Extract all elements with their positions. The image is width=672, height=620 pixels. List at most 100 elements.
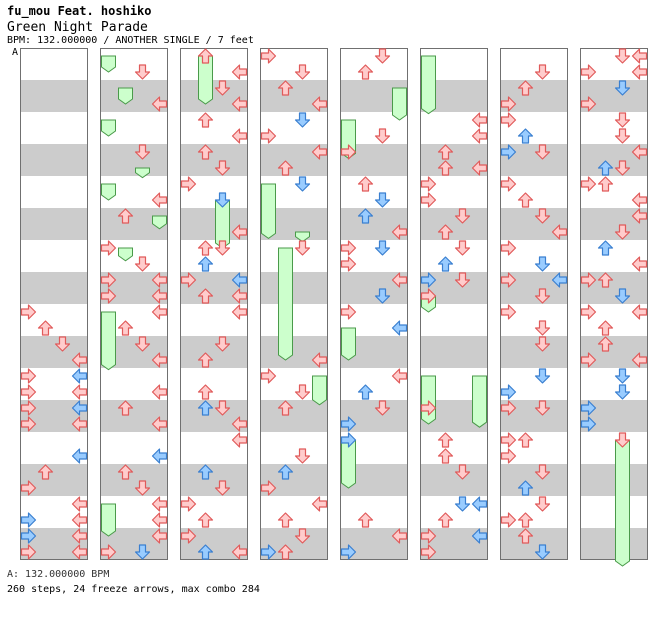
step-arrow-right [471,112,488,128]
step-arrow-left [340,304,357,320]
step-arrow-up [614,160,631,176]
step-arrow-down [357,176,374,192]
step-arrow-left [20,384,37,400]
step-arrow-right [231,288,248,304]
step-arrow-left [420,528,437,544]
beat-stripe [180,464,248,496]
footer-stats: 260 steps, 24 freeze arrows, max combo 2… [7,584,260,595]
step-arrow-up [134,64,151,80]
step-arrow-up [454,208,471,224]
step-arrow-down [437,512,454,528]
step-arrow-right [311,352,328,368]
beat-stripe [580,528,648,560]
step-arrow-left [100,272,117,288]
step-arrow-right [391,320,408,336]
step-arrow-up [214,240,231,256]
beat-stripe [100,144,168,176]
step-arrow-down [597,160,614,176]
step-arrow-up [534,544,551,560]
step-arrow-down [517,528,534,544]
step-arrow-right [231,224,248,240]
beat-stripe [20,272,88,304]
step-arrow-right [631,192,648,208]
step-arrow-left [500,512,517,528]
step-arrow-up [534,64,551,80]
step-arrow-up [454,272,471,288]
step-arrow-down [597,320,614,336]
step-arrow-down [597,336,614,352]
step-arrow-right [151,272,168,288]
step-arrow-up [534,368,551,384]
measure-frame [500,48,568,560]
step-arrow-up [534,336,551,352]
step-arrow-down [277,464,294,480]
freeze-arrow [101,503,116,537]
step-arrow-left [180,496,197,512]
step-arrow-right [551,272,568,288]
step-arrow-right [231,272,248,288]
freeze-arrow [152,215,167,230]
measure-column-1 [20,48,88,560]
step-arrow-right [71,528,88,544]
step-arrow-up [294,240,311,256]
step-arrow-left [420,288,437,304]
step-arrow-left [260,544,277,560]
step-arrow-down [357,512,374,528]
step-arrow-up [374,128,391,144]
step-arrow-right [391,224,408,240]
step-arrow-down [277,80,294,96]
step-arrow-right [71,448,88,464]
step-arrow-left [340,416,357,432]
step-arrow-up [294,112,311,128]
step-arrow-left [500,304,517,320]
step-arrow-right [631,208,648,224]
step-arrow-right [151,528,168,544]
step-arrow-down [197,288,214,304]
step-arrow-up [534,464,551,480]
step-arrow-up [294,64,311,80]
step-arrow-down [117,208,134,224]
step-arrow-down [437,256,454,272]
beat-stripe [20,144,88,176]
step-arrow-left [500,112,517,128]
step-arrow-left [580,64,597,80]
step-arrow-left [340,544,357,560]
step-arrow-down [437,448,454,464]
step-arrow-up [134,336,151,352]
freeze-arrow [101,183,116,201]
step-arrow-right [311,96,328,112]
beat-stripe [20,208,88,240]
step-arrow-left [500,448,517,464]
step-arrow-down [197,512,214,528]
step-arrow-down [357,384,374,400]
step-arrow-up [534,256,551,272]
step-arrow-up [214,400,231,416]
step-arrow-left [580,416,597,432]
beat-stripe [500,464,568,496]
step-arrow-down [37,464,54,480]
step-arrow-left [180,528,197,544]
step-arrow-down [517,512,534,528]
step-arrow-up [214,336,231,352]
measure-column-8 [580,48,648,567]
step-arrow-up [614,288,631,304]
step-arrow-left [260,480,277,496]
beat-stripe [420,208,488,240]
step-arrow-left [20,528,37,544]
step-arrow-down [117,464,134,480]
step-arrow-right [471,528,488,544]
step-arrow-down [277,400,294,416]
beat-stripe [420,336,488,368]
step-arrow-right [631,64,648,80]
step-arrow-left [340,256,357,272]
step-arrow-left [100,288,117,304]
beat-stripe [260,272,328,304]
step-arrow-left [340,240,357,256]
step-arrow-left [420,192,437,208]
step-arrow-left [500,176,517,192]
step-arrow-left [500,384,517,400]
step-arrow-left [500,96,517,112]
step-arrow-down [357,208,374,224]
freeze-arrow [312,375,327,406]
beat-stripe [500,336,568,368]
